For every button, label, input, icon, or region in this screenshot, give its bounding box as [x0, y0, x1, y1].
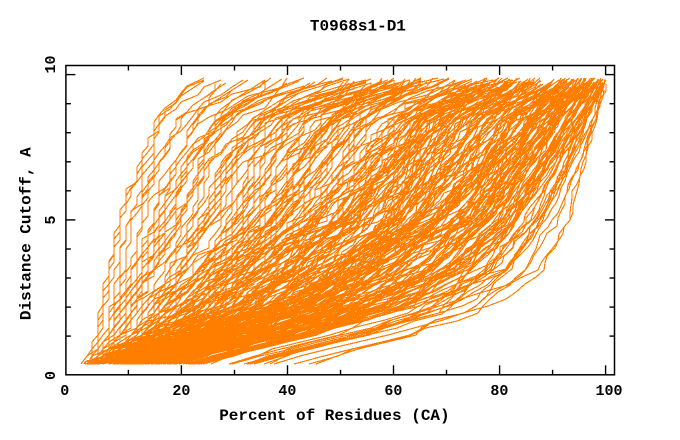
svg-text:T0968s1-D1: T0968s1-D1 — [310, 17, 406, 35]
svg-text:10: 10 — [43, 55, 60, 73]
svg-text:5: 5 — [43, 215, 60, 224]
svg-text:Percent of Residues (CA): Percent of Residues (CA) — [219, 407, 449, 425]
svg-text:60: 60 — [384, 383, 402, 400]
svg-text:80: 80 — [490, 383, 508, 400]
svg-text:40: 40 — [278, 383, 296, 400]
svg-text:100: 100 — [595, 383, 622, 400]
svg-text:20: 20 — [172, 383, 190, 400]
svg-text:0: 0 — [60, 383, 69, 400]
svg-text:Distance Cutoff, A: Distance Cutoff, A — [18, 147, 36, 320]
svg-text:0: 0 — [43, 371, 60, 380]
